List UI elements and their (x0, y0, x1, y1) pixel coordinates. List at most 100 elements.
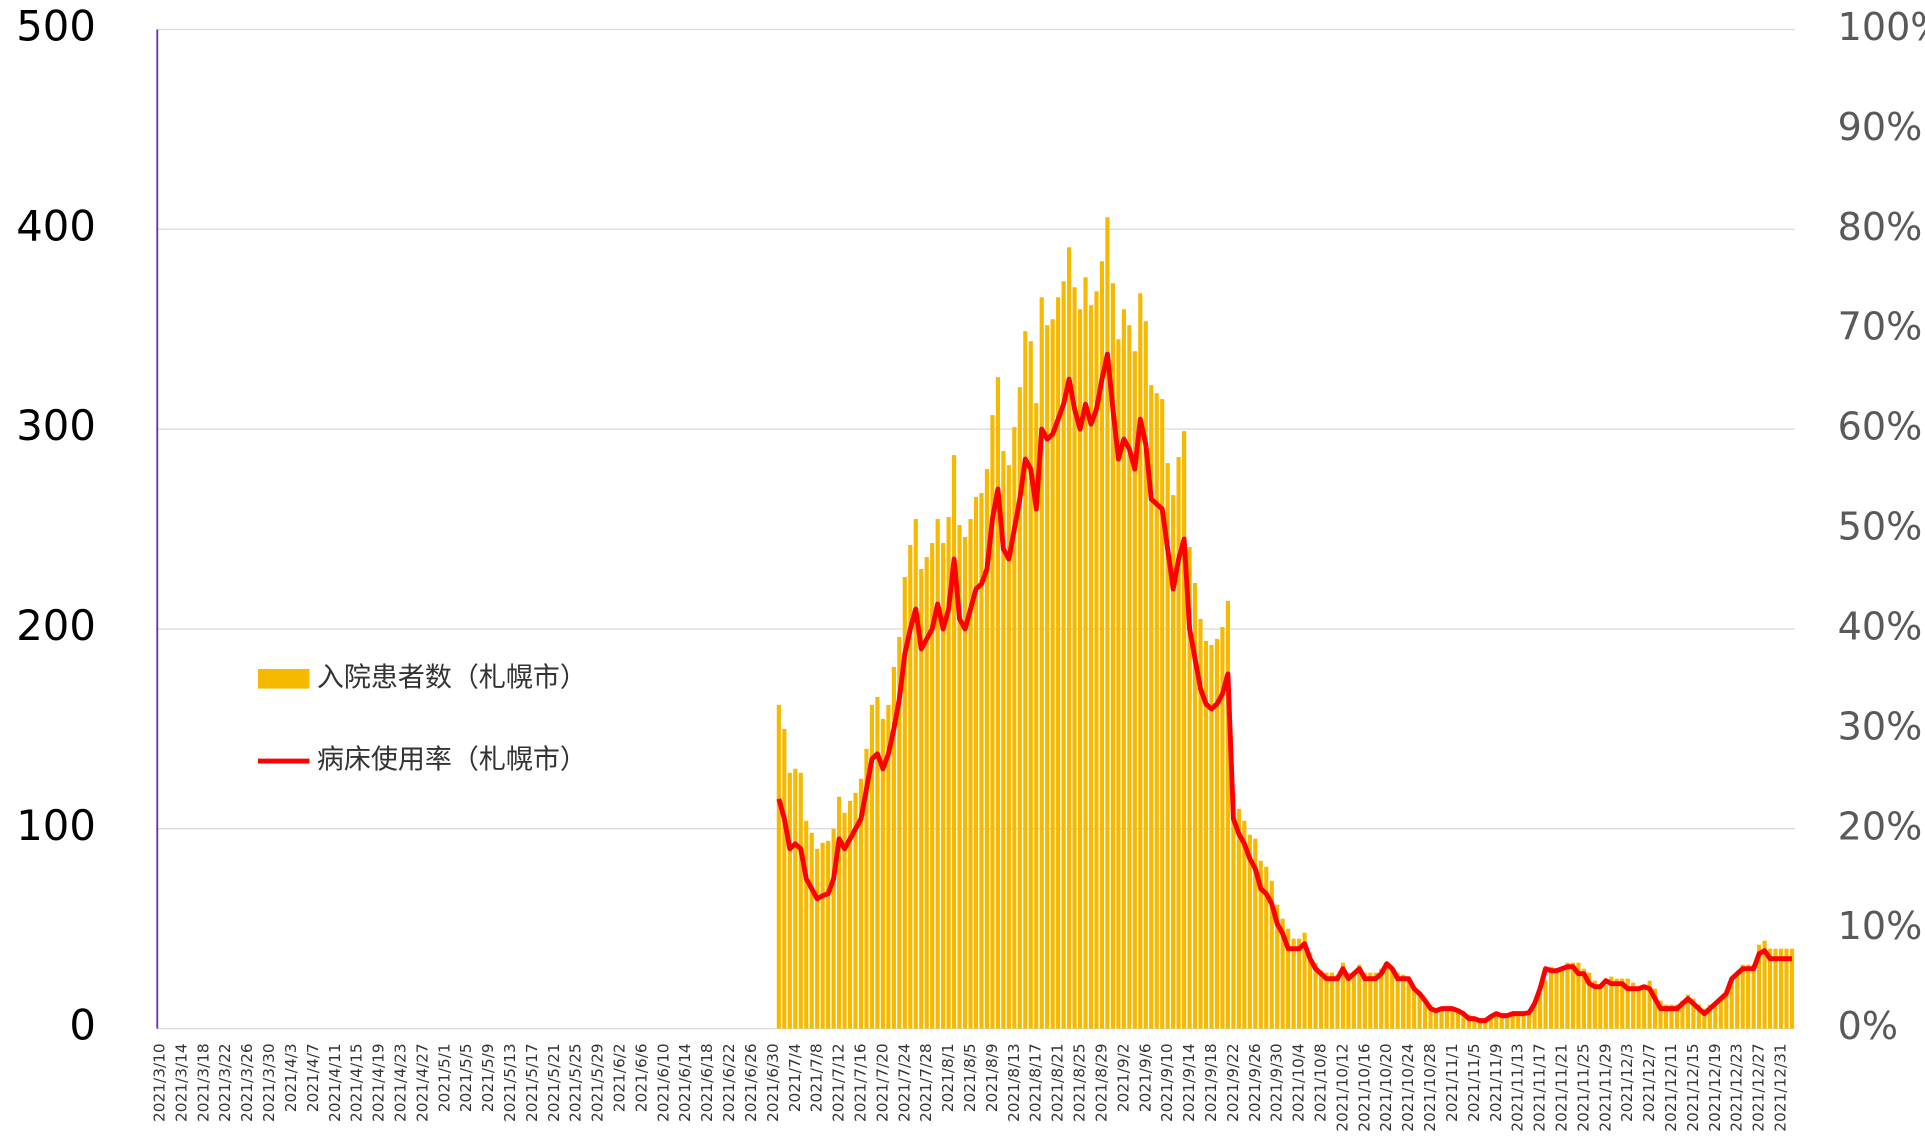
bar (891, 666, 896, 1029)
legend-label: 入院患者数（札幌市） (317, 662, 587, 693)
x-tick-label: 2021/4/27 (413, 1043, 431, 1122)
bar (952, 455, 957, 1029)
bar (869, 704, 875, 1029)
bar (979, 493, 984, 1029)
bar (1483, 1020, 1488, 1029)
bar (1160, 399, 1165, 1029)
bar (826, 840, 831, 1029)
x-tick-label: 2021/8/5 (961, 1043, 979, 1112)
x-tick-label: 2021/11/9 (1487, 1043, 1505, 1122)
bar (1532, 1004, 1537, 1029)
bar (1329, 972, 1335, 1029)
x-tick-label: 2021/10/4 (1290, 1043, 1308, 1122)
x-tick-label: 2021/5/17 (523, 1043, 541, 1122)
bar (1428, 1004, 1433, 1029)
bar (1587, 972, 1592, 1029)
bar (1072, 287, 1077, 1029)
bar (1045, 325, 1050, 1029)
x-tick-label: 2021/11/13 (1509, 1043, 1527, 1131)
bar (1297, 938, 1302, 1029)
legend-label: 病床使用率（札幌市） (317, 745, 587, 776)
bar (1472, 1018, 1477, 1029)
bar (902, 576, 907, 1029)
x-tick-label: 2021/11/5 (1465, 1043, 1483, 1122)
x-tick-label: 2021/9/6 (1136, 1043, 1154, 1112)
bar (1789, 948, 1795, 1029)
x-tick-label: 2021/9/30 (1268, 1043, 1286, 1122)
bar (1762, 940, 1767, 1029)
bar (957, 525, 962, 1029)
x-tick-label: 2021/6/2 (611, 1043, 629, 1112)
x-tick-label: 2021/3/10 (151, 1043, 169, 1122)
x-tick-label: 2021/8/9 (983, 1043, 1001, 1112)
bar (1083, 277, 1088, 1029)
bar (1094, 291, 1099, 1029)
y2-tick-label: 70% (1838, 305, 1923, 349)
x-tick-label: 2021/3/26 (238, 1043, 256, 1122)
bar (864, 748, 869, 1029)
bar (1674, 1004, 1680, 1029)
bar (1132, 351, 1137, 1029)
x-tick-label: 2021/4/19 (370, 1043, 388, 1122)
x-tick-label: 2021/4/7 (304, 1043, 322, 1112)
bar (1056, 297, 1061, 1029)
x-tick-label: 2021/7/16 (851, 1043, 869, 1122)
y-tick-label: 500 (16, 1, 96, 50)
bar (1554, 968, 1559, 1029)
bar (1521, 1014, 1526, 1029)
bar (1516, 1014, 1521, 1029)
bar (1642, 984, 1647, 1029)
bar (1570, 962, 1576, 1029)
bar (1631, 982, 1636, 1029)
bar (1647, 980, 1652, 1029)
bar (1729, 978, 1734, 1029)
x-tick-label: 2021/12/11 (1662, 1043, 1680, 1131)
bar (1767, 948, 1773, 1029)
bar (793, 768, 798, 1029)
bar (1494, 1014, 1499, 1029)
bar (1724, 992, 1729, 1029)
bar (1444, 1008, 1450, 1029)
bar (1368, 972, 1373, 1029)
bar (1050, 319, 1055, 1029)
x-tick-label: 2021/9/14 (1180, 1043, 1198, 1122)
x-tick-label: 2021/3/30 (260, 1043, 278, 1122)
bar (1477, 1018, 1482, 1029)
x-tick-label: 2021/10/20 (1377, 1043, 1395, 1131)
bar (1258, 860, 1263, 1029)
bar (1603, 984, 1608, 1029)
bar (1176, 457, 1181, 1029)
bar (782, 728, 787, 1029)
x-tick-label: 2021/7/24 (895, 1043, 913, 1122)
bar (973, 497, 979, 1029)
bar (1417, 994, 1422, 1029)
bar (831, 828, 836, 1029)
bar (1713, 1002, 1718, 1029)
bar (1614, 978, 1619, 1029)
bar (1143, 321, 1148, 1029)
bar (913, 519, 918, 1029)
bar (1620, 978, 1625, 1029)
x-tick-label: 2021/5/5 (457, 1043, 475, 1112)
bar (1757, 944, 1762, 1029)
x-tick-label: 2021/10/8 (1312, 1043, 1330, 1122)
x-tick-label: 2021/11/17 (1531, 1043, 1549, 1131)
bar (1450, 1008, 1455, 1029)
bar (968, 519, 973, 1029)
bar (1740, 964, 1745, 1029)
bar (1198, 618, 1203, 1029)
bar (1537, 992, 1543, 1029)
x-tick-label: 2021/5/21 (545, 1043, 563, 1122)
bar (1149, 385, 1154, 1029)
x-tick-label: 2021/10/12 (1333, 1043, 1351, 1131)
bar (1576, 962, 1581, 1029)
bar (1264, 866, 1269, 1029)
x-tick-label: 2021/12/31 (1772, 1043, 1790, 1131)
x-tick-label: 2021/12/23 (1728, 1043, 1746, 1131)
y-tick-label: 400 (16, 201, 96, 250)
x-tick-label: 2021/7/4 (786, 1043, 804, 1112)
bar (1127, 325, 1132, 1029)
y2-tick-label: 0% (1838, 1004, 1898, 1048)
bar (1773, 948, 1778, 1029)
bar (1505, 1014, 1510, 1029)
